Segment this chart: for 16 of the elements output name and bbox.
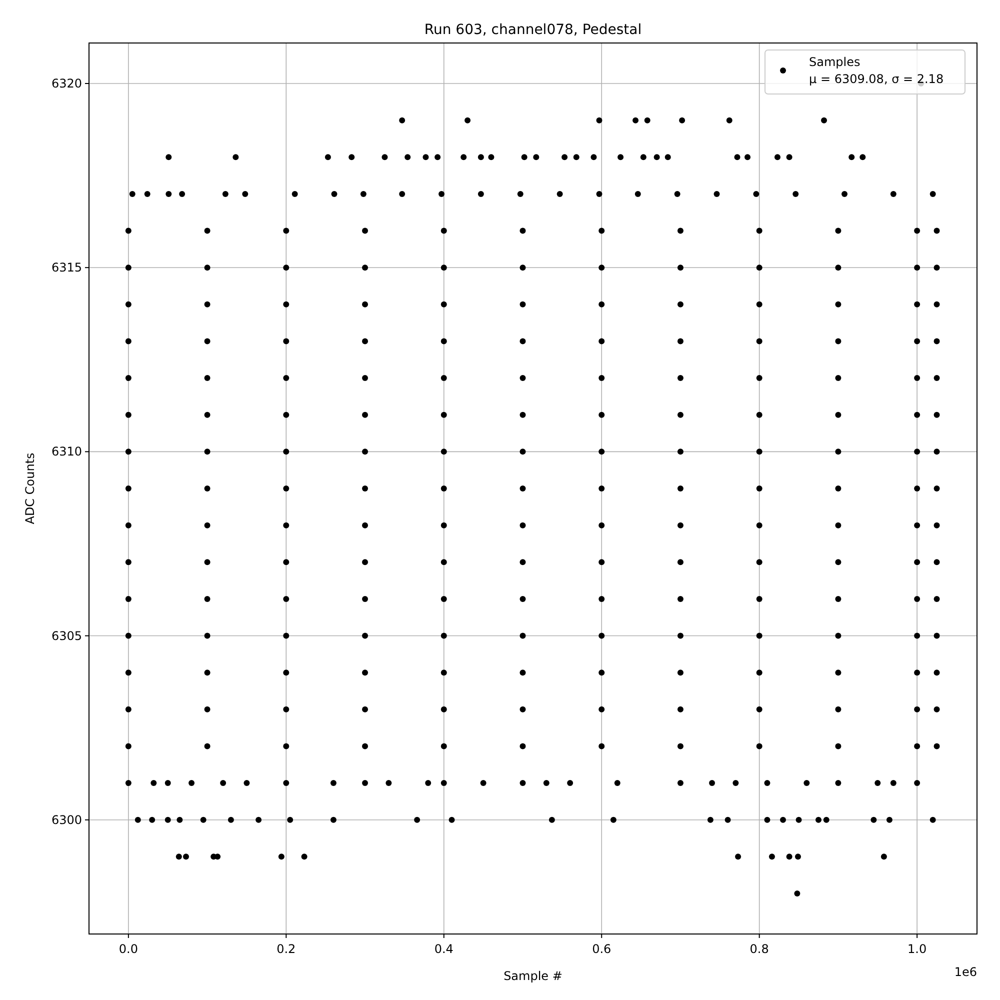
x-tick-label: 0.6	[592, 942, 612, 956]
y-tick-label: 6320	[51, 76, 82, 90]
y-tick-label: 6315	[51, 260, 82, 275]
x-tick-label: 0.4	[434, 942, 454, 956]
chart-title: Run 603, channel078, Pedestal	[424, 22, 642, 38]
x-tick-label: 0.2	[276, 942, 296, 956]
x-axis-title: Sample #	[504, 969, 562, 983]
y-tick-label: 6305	[51, 628, 82, 643]
legend-label: Samples μ = 6309.08, σ = 2.18	[809, 55, 944, 86]
y-tick-label: 6310	[51, 444, 82, 459]
text: 1e6	[954, 965, 977, 979]
y-tick-label: 6300	[51, 812, 82, 827]
x-tick-label: 0.8	[750, 942, 769, 956]
y-axis-title: ADC Counts	[23, 452, 37, 524]
x-tick-label: 0.0	[118, 942, 138, 956]
x-tick-label: 1.0	[908, 942, 927, 956]
